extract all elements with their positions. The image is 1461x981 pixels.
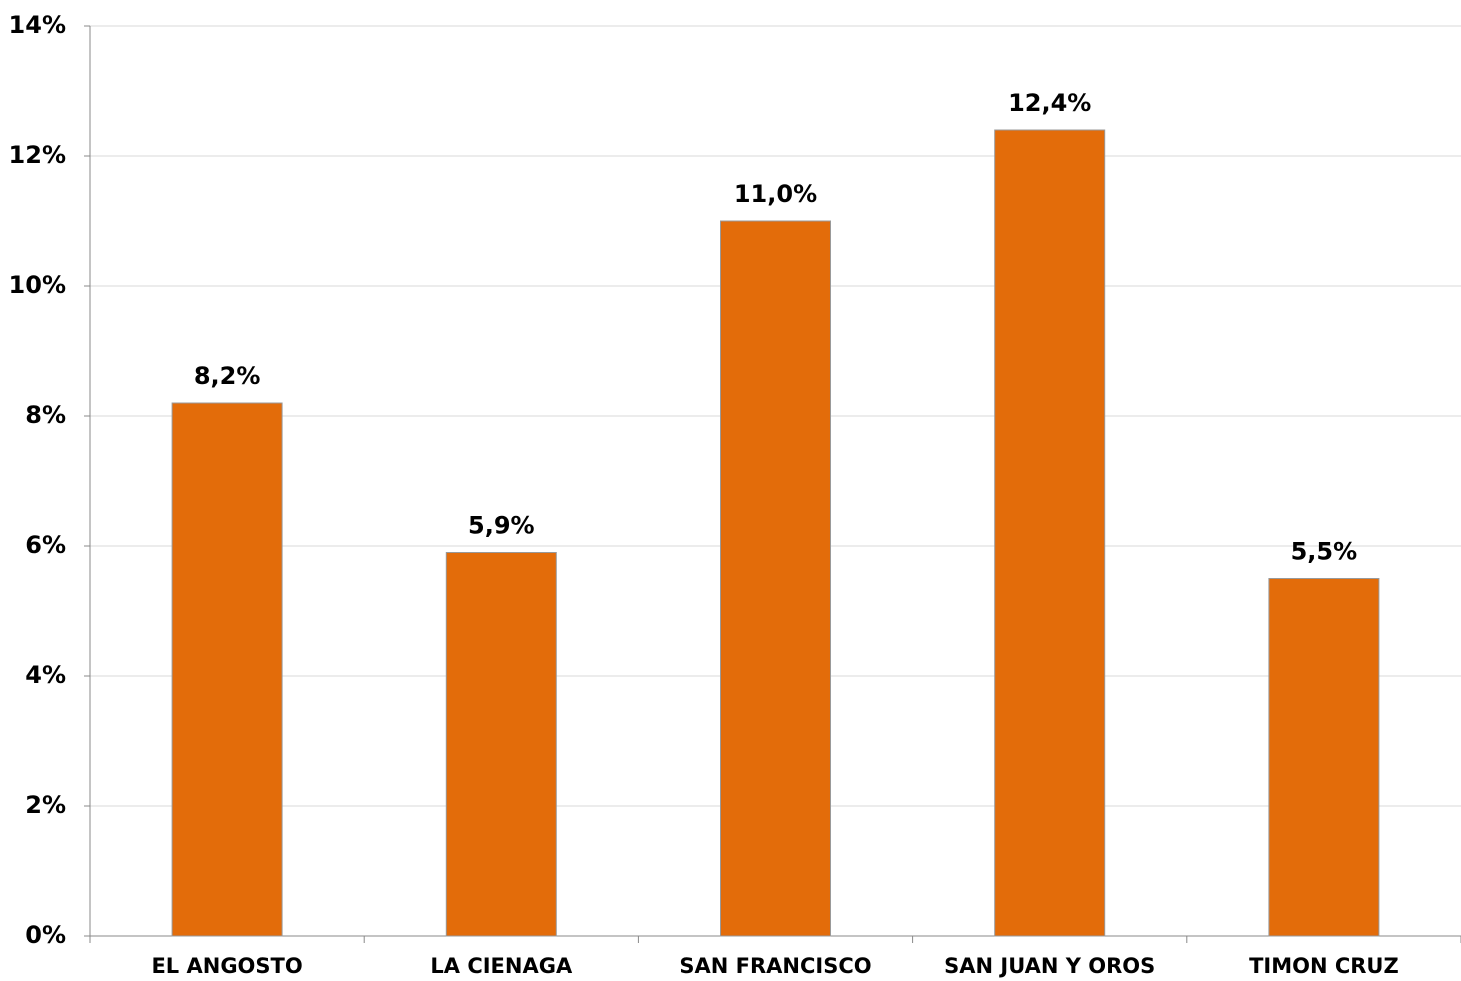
y-tick-label: 10%	[9, 271, 66, 299]
y-tick-label: 2%	[25, 791, 66, 819]
x-tick-label: SAN FRANCISCO	[679, 954, 871, 978]
x-tick-label: SAN JUAN Y OROS	[944, 954, 1155, 978]
bar	[445, 552, 557, 937]
bar	[720, 220, 831, 937]
value-label: 8,2%	[194, 362, 261, 390]
bar	[1268, 578, 1380, 937]
x-tick-label: TIMON CRUZ	[1249, 954, 1399, 978]
value-label: 5,9%	[468, 512, 535, 540]
bar	[994, 129, 1106, 937]
bar	[171, 402, 283, 937]
y-tick-label: 8%	[25, 401, 66, 429]
x-tick-label: EL ANGOSTO	[151, 954, 302, 978]
y-tick-label: 14%	[9, 11, 66, 39]
y-tick-label: 4%	[25, 661, 66, 689]
value-label: 12,4%	[1008, 89, 1091, 117]
y-tick-label: 12%	[9, 141, 66, 169]
value-label: 5,5%	[1291, 538, 1358, 566]
value-label: 11,0%	[734, 180, 817, 208]
x-tick-label: LA CIENAGA	[430, 954, 573, 978]
y-tick-label: 6%	[25, 531, 66, 559]
y-tick-label: 0%	[25, 921, 66, 949]
